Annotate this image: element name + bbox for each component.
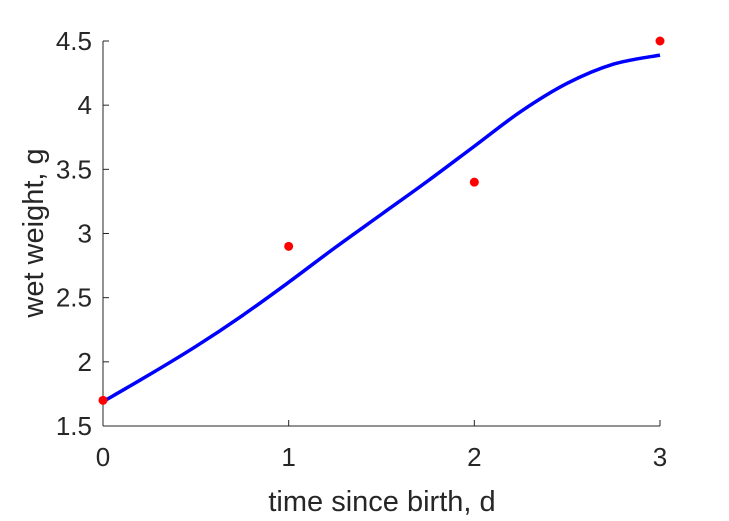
model-curve xyxy=(102,53,661,404)
x-tick-label: 1 xyxy=(281,442,295,472)
data-point xyxy=(98,395,108,405)
data-point xyxy=(655,36,665,46)
y-tick-label: 3 xyxy=(78,219,92,249)
y-axis-label: wet weight, g xyxy=(18,148,50,318)
axes: 0 1 2 3 1.5 2 2.5 3 3.5 4 4.5 xyxy=(56,26,667,472)
data-point xyxy=(284,241,294,251)
x-tick-label: 0 xyxy=(96,442,110,472)
data-point xyxy=(469,177,479,187)
y-tick-label: 2.5 xyxy=(56,283,92,313)
y-tick-label: 1.5 xyxy=(56,411,92,441)
y-tick-label: 4 xyxy=(78,90,92,120)
series-layer xyxy=(98,36,665,405)
y-tick-label: 3.5 xyxy=(56,154,92,184)
y-tick-label: 4.5 xyxy=(56,26,92,56)
x-tick-label: 2 xyxy=(467,442,481,472)
x-axis-label: time since birth, d xyxy=(268,486,495,518)
y-tick-label: 2 xyxy=(78,347,92,377)
x-tick-label: 3 xyxy=(653,442,667,472)
